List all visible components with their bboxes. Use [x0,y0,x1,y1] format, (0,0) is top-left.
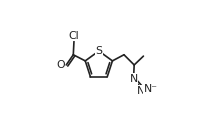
Text: N⁺: N⁺ [137,86,151,96]
Text: S: S [95,46,102,56]
Text: N⁻: N⁻ [144,84,158,94]
Text: O: O [56,60,65,70]
Text: N: N [129,74,138,84]
Text: Cl: Cl [69,31,79,41]
